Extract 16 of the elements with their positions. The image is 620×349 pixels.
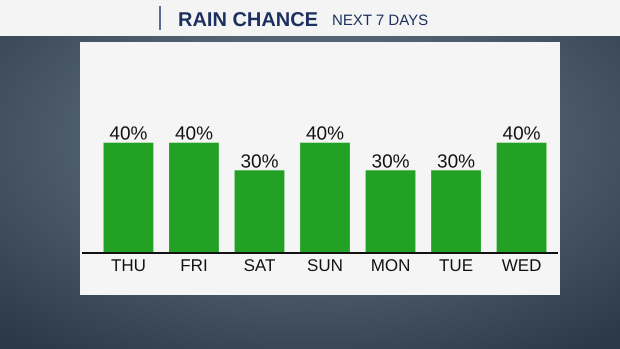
chart-title: RAIN CHANCE: [178, 9, 318, 31]
data-label: 40%: [502, 124, 541, 145]
data-label: 40%: [174, 124, 214, 145]
x-tick-label: SAT: [244, 256, 276, 276]
data-label: 40%: [306, 124, 344, 145]
x-tick-label: MON: [370, 256, 410, 276]
data-label: 30%: [437, 151, 476, 172]
x-tick-label: SUN: [307, 256, 343, 276]
x-tick-label: THU: [110, 256, 146, 276]
x-tick-label: FRI: [180, 256, 208, 276]
data-label: 40%: [109, 124, 148, 145]
x-tick-label: WED: [502, 256, 542, 276]
chart-subtitle: NEXT 7 DAYS: [332, 12, 428, 29]
data-label: 30%: [372, 151, 410, 172]
x-tick-label: TUE: [439, 256, 474, 276]
data-label: 30%: [240, 151, 279, 172]
